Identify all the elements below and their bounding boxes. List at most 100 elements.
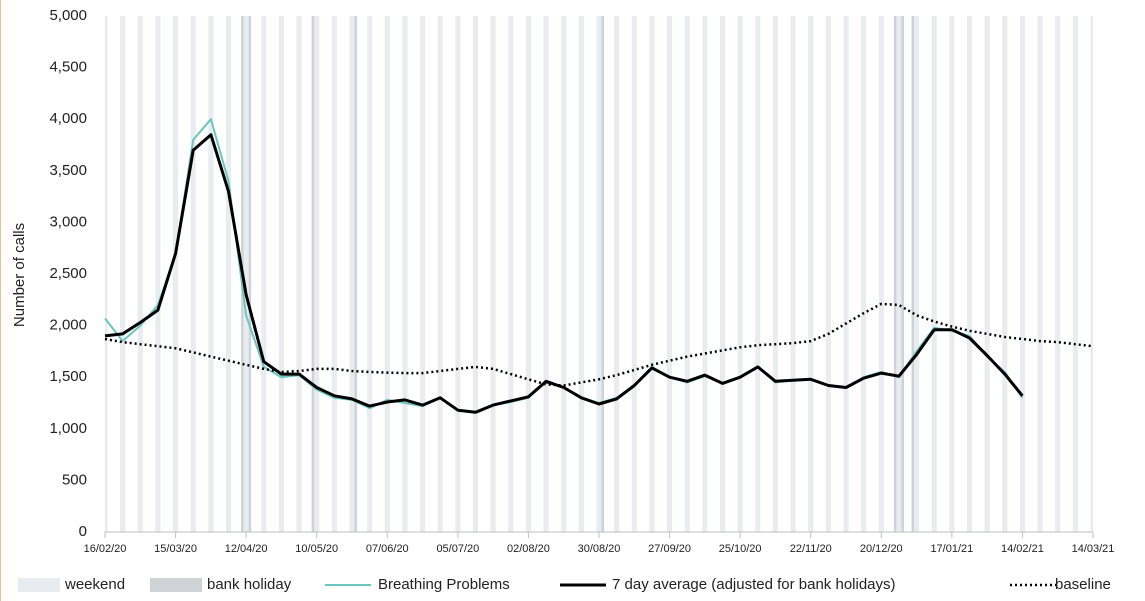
weekend-band [263,16,267,532]
weekend-band [614,16,617,532]
weekend-band [475,16,479,532]
weekend-band [157,16,161,532]
weekend-band [314,16,317,532]
weekend-band [140,16,143,532]
weekend-band [898,16,902,532]
weekend-band [861,16,864,532]
weekend-band [420,16,423,532]
y-tick-label: 3,500 [49,162,87,179]
legend-swatch [18,578,60,592]
y-tick-label: 1,500 [49,368,87,385]
weekend-band [1057,16,1061,532]
weekend-band [455,16,458,532]
weekend-band [404,16,408,532]
weekend-band [120,16,123,532]
x-tick-label: 15/03/20 [154,543,197,555]
weekend-band [490,16,494,532]
weekend-band [331,16,335,532]
x-tick-label: 22/11/20 [790,543,832,555]
weekend-band [987,16,990,532]
x-tick-label: 20/12/20 [860,543,903,555]
weekend-band [757,16,761,532]
weekend-band [525,16,529,532]
weekend-band [722,16,726,532]
weekend-band [949,16,952,532]
weekend-band [578,16,582,532]
weekend-band [243,16,247,532]
x-tick-label: 12/04/20 [225,543,268,555]
weekend-band [702,16,705,532]
weekend-band [155,16,158,532]
weekend-band [193,16,196,532]
weekend-band [1072,16,1076,532]
weekend-band [810,16,814,532]
y-tick-label: 1,000 [49,420,87,437]
weekend-band [669,16,673,532]
weekend-band [825,16,829,532]
legend-label: 7 day average (adjusted for bank holiday… [612,576,896,593]
weekend-band [296,16,300,532]
weekend-band [508,16,511,532]
x-tick-label: 17/01/21 [930,543,973,555]
x-tick-label: 10/05/20 [295,543,338,555]
weekend-band [437,16,441,532]
weekend-band [969,16,973,532]
weekend-band [334,16,337,532]
weekend-band [881,16,884,532]
legend-label: bank holiday [207,576,292,593]
x-tick-label: 16/02/20 [84,543,127,555]
weekend-band [228,16,232,532]
weekend-band [175,16,179,532]
weekend-band [1004,16,1008,532]
weekend-band [440,16,443,532]
y-tick-label: 2,500 [49,265,87,282]
weekend-band [422,16,426,532]
bank-holiday-band [311,16,315,532]
y-tick-label: 4,500 [49,59,87,76]
weekend-band [367,16,370,532]
weekend-band [775,16,778,532]
series-line [104,302,1094,387]
weekend-band [543,16,547,532]
weekend-band [581,16,584,532]
y-tick-label: 0 [79,523,87,540]
bank-holiday-band [901,16,904,532]
weekend-band [1019,16,1023,532]
bank-holiday-band [248,16,252,532]
weekend-band [719,16,723,532]
weekend-band [616,16,620,532]
weekend-band [596,16,599,532]
bank-holiday-band [354,16,358,532]
y-tick-label: 2,000 [49,317,87,334]
x-tick-label: 14/03/21 [1072,543,1115,555]
weekend-band [1055,16,1058,532]
weekend-band [493,16,496,532]
bank-holiday-band [893,16,897,532]
weekend-band [634,16,637,532]
weekend-band [684,16,688,532]
bank-holiday-band [911,16,915,532]
weekend-band [246,16,249,532]
weekend-band [1002,16,1005,532]
bands [105,16,1093,532]
legend-label: baseline [1055,576,1111,593]
weekend-band [755,16,758,532]
weekend-band [931,16,935,532]
weekend-band [299,16,302,532]
weekend-band [966,16,970,532]
weekend-band [916,16,920,532]
weekend-band [951,16,955,532]
weekend-band [563,16,567,532]
weekend-band [402,16,405,532]
x-tick-label: 30/08/20 [578,543,621,555]
weekend-band [631,16,635,532]
weekend-band [808,16,811,532]
weekend-band [914,16,917,532]
weekend-band [278,16,282,532]
weekend-band [208,16,211,532]
weekend-band [772,16,776,532]
weekend-band [1075,16,1078,532]
weekend-band [863,16,867,532]
